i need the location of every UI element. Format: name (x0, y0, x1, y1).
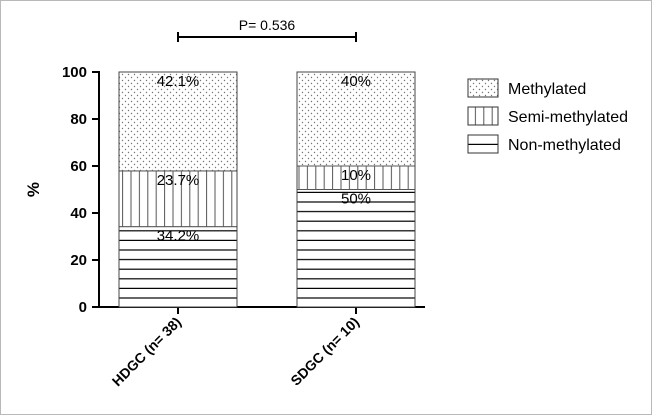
legend-swatch-semi-methylated (467, 106, 499, 126)
y-tick-label: 40 (70, 205, 87, 222)
x-category-label: SDGC (n= 10) (287, 314, 362, 389)
legend-label: Non-methylated (508, 137, 621, 154)
y-tick-label: 100 (62, 64, 87, 81)
data-label: 10% (341, 167, 371, 184)
legend-label: Methylated (508, 81, 586, 98)
y-tick-label: 0 (79, 299, 87, 316)
p-value-annotation: P= 0.536 (239, 17, 296, 33)
y-tick-label: 20 (70, 252, 87, 269)
bar-outline (118, 71, 238, 308)
data-label: 40% (341, 73, 371, 90)
data-label: 50% (341, 191, 371, 208)
y-axis-label: % (24, 182, 43, 197)
legend-swatch-methylated (467, 78, 499, 98)
legend-swatch-non-methylated (467, 134, 499, 154)
legend-label: Semi-methylated (508, 109, 628, 126)
bar-segment-methylated (296, 71, 416, 167)
data-label: 42.1% (157, 73, 200, 90)
bar-outline (296, 71, 416, 308)
data-label: 23.7% (157, 172, 200, 189)
bar-segment-non-methylated (296, 189, 416, 308)
y-tick-label: 60 (70, 158, 87, 175)
x-category-label: HDGC (n= 38) (109, 314, 184, 389)
y-tick-label: 80 (70, 111, 87, 128)
data-label: 34.2% (157, 228, 200, 245)
